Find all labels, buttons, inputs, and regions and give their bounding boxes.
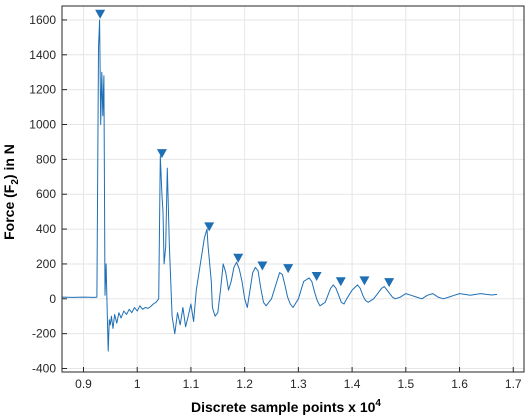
peak-marker	[384, 278, 395, 288]
x-tick-label: 1.7	[505, 377, 522, 391]
y-tick-label: 400	[36, 222, 56, 236]
plot-area	[62, 6, 524, 372]
y-tick-label: 0	[49, 292, 56, 306]
x-tick-label: 1.5	[397, 377, 414, 391]
peak-marker	[95, 9, 106, 19]
peak-marker	[156, 149, 167, 159]
peak-marker	[359, 276, 370, 286]
y-tick-label: 200	[36, 257, 56, 271]
force-series-line	[61, 19, 498, 352]
x-tick-label: 1.6	[451, 377, 468, 391]
plot-border	[61, 5, 525, 373]
x-axis-ticks: 0.9 1 1.1 1.2 1.3 1.4 1.5 1.6 1.7	[75, 367, 522, 391]
x-axis-title: Discrete sample points x 104	[191, 398, 381, 415]
grid	[62, 6, 524, 372]
peak-markers	[95, 9, 395, 288]
y-tick-label: 1600	[29, 13, 56, 27]
x-tick-label: 1.3	[290, 377, 307, 391]
peak-marker	[204, 222, 215, 232]
x-tick-label: 0.9	[75, 377, 92, 391]
y-tick-label: 1400	[29, 48, 56, 62]
y-axis-ticks: -400 -200 0 200 400 600 800 1000 1200 1400 1600	[29, 13, 67, 376]
y-tick-label: -400	[32, 362, 56, 376]
peak-marker	[335, 277, 346, 287]
x-tick-label: 1.4	[344, 377, 361, 391]
y-tick-label: 1000	[29, 118, 56, 132]
y-tick-label: 1200	[29, 83, 56, 97]
y-tick-label: -200	[32, 327, 56, 341]
x-tick-label: 1.1	[183, 377, 200, 391]
y-axis-title: Force (F2) in N	[1, 144, 21, 240]
peak-marker	[233, 253, 244, 263]
peak-marker	[311, 272, 322, 282]
x-tick-label: 1.2	[236, 377, 253, 391]
peak-marker	[283, 264, 294, 274]
peak-marker	[257, 261, 268, 271]
x-tick-label: 1	[134, 377, 141, 391]
y-tick-label: 800	[36, 152, 56, 166]
y-tick-label: 600	[36, 187, 56, 201]
